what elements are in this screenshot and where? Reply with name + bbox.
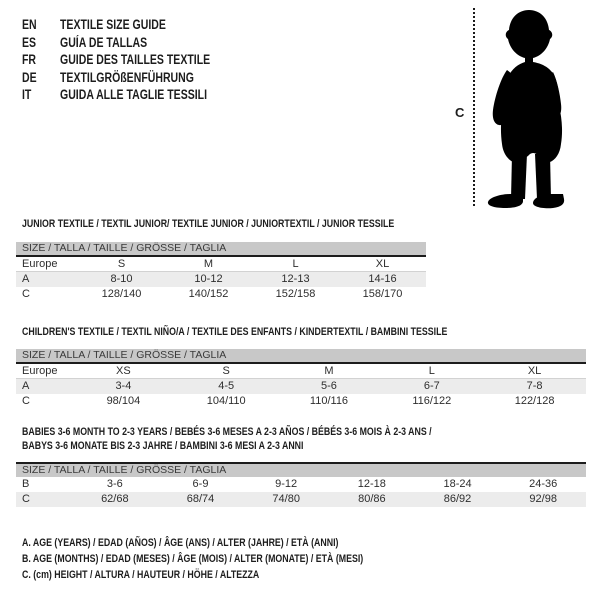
- height-measure-dotted-line: [473, 8, 475, 206]
- row-label: C: [22, 395, 30, 407]
- size-cell: 9-12: [275, 478, 298, 490]
- size-cell: 3-6: [106, 478, 123, 490]
- junior-table-rows: Europe S M L XL A 8-10 10-12 12-13 14-16 C 128/140 1…: [16, 257, 426, 302]
- table-row: C 98/104 104/110 110/116 116/122 122/128: [16, 394, 586, 409]
- size-cell: 92/98: [529, 493, 557, 505]
- size-cell: 62/68: [101, 493, 129, 505]
- row-label: A: [22, 380, 30, 392]
- size-cell: 80/86: [358, 493, 386, 505]
- height-measure-label: C: [455, 105, 465, 120]
- size-cell: 98/104: [106, 395, 141, 407]
- size-cell: XL: [375, 258, 390, 270]
- table-row: C 128/140 140/152 152/158 158/170: [16, 287, 426, 302]
- size-cell: M: [324, 365, 334, 377]
- size-cell: L: [292, 258, 299, 270]
- size-header-bar: SIZE / TALLA / TAILLE / GRÖSSE / TAGLIA: [16, 242, 426, 257]
- row-label: C: [22, 493, 30, 505]
- row-label: B: [22, 478, 30, 490]
- size-cell: 24-36: [529, 478, 558, 490]
- children-table-title: CHILDREN'S TEXTILE / TEXTIL NIÑO/A / TEX…: [22, 325, 554, 339]
- size-cell: 5-6: [321, 380, 337, 392]
- size-cell: 152/158: [275, 288, 316, 300]
- size-cell: S: [117, 258, 126, 270]
- footnotes: A. AGE (YEARS) / EDAD (AÑOS) / ÂGE (ANS)…: [22, 535, 449, 583]
- language-title: TEXTILGRÖßENFÜHRUNG: [60, 69, 194, 85]
- table-row: B 3-6 6-9 9-12 12-18 18-24 24-36: [16, 477, 586, 492]
- language-code: EN: [22, 17, 37, 32]
- table-row: Europe XS S M L XL: [16, 364, 586, 379]
- size-cell: 122/128: [514, 395, 555, 407]
- size-cell: XS: [116, 365, 131, 377]
- children-table-rows: Europe XS S M L XL A 3-4 4-5 5-6 6-7 7-8 C 98/104 104/…: [16, 364, 586, 409]
- language-code: ES: [22, 34, 37, 50]
- size-cell: S: [222, 365, 230, 377]
- junior-size-table: SIZE / TALLA / TAILLE / GRÖSSE / TAGLIA …: [16, 242, 426, 302]
- size-cell: 158/170: [362, 288, 403, 300]
- size-header-bar: SIZE / TALLA / TAILLE / GRÖSSE / TAGLIA: [16, 349, 586, 364]
- size-cell: 116/122: [412, 395, 452, 407]
- children-table-title-text: CHILDREN'S TEXTILE / TEXTIL NIÑO/A / TEX…: [22, 326, 448, 338]
- footnote-c: C. (cm) HEIGHT / ALTURA / HAUTEUR / HÖHE…: [22, 567, 449, 583]
- language-title: TEXTILE SIZE GUIDE: [60, 17, 166, 32]
- language-code: FR: [22, 52, 37, 67]
- size-cell: 4-5: [218, 380, 235, 392]
- footnote-b: B. AGE (MONTHS) / EDAD (MESES) / ÂGE (MO…: [22, 551, 449, 567]
- size-cell: 68/74: [186, 493, 215, 505]
- babies-table-rows: B 3-6 6-9 9-12 12-18 18-24 24-36 C 62/68 68/74 74/…: [16, 477, 586, 507]
- size-cell: 110/116: [309, 395, 349, 407]
- babies-table-title-line1: BABIES 3-6 MONTH TO 2-3 YEARS / BEBÉS 3-…: [22, 426, 432, 438]
- babies-size-table: SIZE / TALLA / TAILLE / GRÖSSE / TAGLIA …: [16, 462, 586, 507]
- size-cell: 7-8: [526, 380, 543, 392]
- footnote-b-text: B. AGE (MONTHS) / EDAD (MESES) / ÂGE (MO…: [22, 553, 364, 565]
- table-row: A 8-10 10-12 12-13 14-16: [16, 272, 426, 287]
- size-cell: 104/110: [206, 395, 246, 407]
- size-cell: 10-12: [194, 273, 223, 285]
- babies-table-title-line2: BABYS 3-6 MONATE BIS 2-3 JAHRE / BAMBINI…: [22, 440, 304, 452]
- size-cell: 6-9: [192, 478, 209, 490]
- size-cell: L: [428, 365, 435, 377]
- row-label: C: [22, 288, 30, 300]
- size-cell: 86/92: [443, 493, 472, 505]
- babies-table-title: BABIES 3-6 MONTH TO 2-3 YEARS / BEBÉS 3-…: [22, 425, 534, 439]
- size-header-bar: SIZE / TALLA / TAILLE / GRÖSSE / TAGLIA: [16, 462, 586, 477]
- junior-table-title: JUNIOR TEXTILE / TEXTIL JUNIOR/ TEXTILE …: [22, 217, 487, 231]
- size-cell: 14-16: [368, 273, 397, 285]
- language-title: GUIDE DES TAILLES TEXTILE: [60, 52, 211, 67]
- language-code: IT: [22, 87, 32, 102]
- table-row: Europe S M L XL: [16, 257, 426, 272]
- size-cell: 6-7: [423, 380, 440, 392]
- footnote-a-text: A. AGE (YEARS) / EDAD (AÑOS) / ÂGE (ANS)…: [22, 537, 339, 549]
- table-row: C 62/68 68/74 74/80 80/86 86/92 92/98: [16, 492, 586, 507]
- size-cell: M: [203, 258, 214, 270]
- language-title: GUÍA DE TALLAS: [60, 34, 148, 50]
- size-cell: 3-4: [115, 380, 132, 392]
- size-cell: 140/152: [188, 288, 229, 300]
- baby-silhouette-image: [487, 10, 565, 209]
- table-row: A 3-4 4-5 5-6 6-7 7-8: [16, 379, 586, 394]
- size-cell: 18-24: [443, 478, 472, 490]
- footnote-c-text: C. (cm) HEIGHT / ALTURA / HAUTEUR / HÖHE…: [22, 569, 260, 581]
- junior-table-title-text: JUNIOR TEXTILE / TEXTIL JUNIOR/ TEXTILE …: [22, 218, 395, 230]
- row-label: A: [22, 273, 30, 285]
- row-label: Europe: [22, 258, 58, 270]
- size-cell: 12-18: [357, 478, 386, 490]
- size-cell: XL: [527, 365, 542, 377]
- size-cell: 128/140: [101, 288, 142, 300]
- row-label: Europe: [22, 365, 58, 377]
- size-cell: 12-13: [281, 273, 310, 285]
- language-title: GUIDA ALLE TAGLIE TESSILI: [60, 87, 208, 102]
- footnote-a: A. AGE (YEARS) / EDAD (AÑOS) / ÂGE (ANS)…: [22, 535, 449, 551]
- children-size-table: SIZE / TALLA / TAILLE / GRÖSSE / TAGLIA …: [16, 349, 586, 409]
- language-code: DE: [22, 69, 37, 85]
- babies-table-title-2: BABYS 3-6 MONATE BIS 2-3 JAHRE / BAMBINI…: [22, 439, 374, 453]
- size-cell: 8-10: [110, 273, 133, 285]
- size-cell: 74/80: [272, 493, 300, 505]
